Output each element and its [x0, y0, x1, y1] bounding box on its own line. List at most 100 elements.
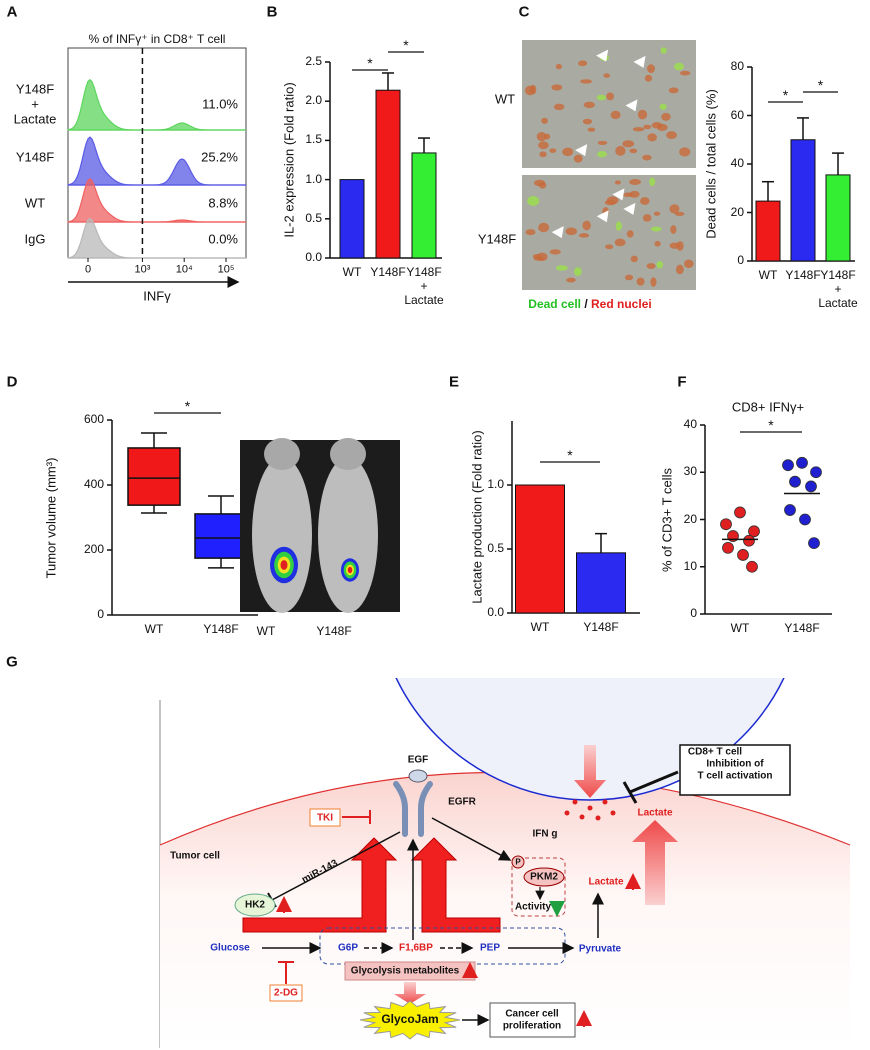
- cell: [578, 60, 588, 67]
- x-tick-label: 10³: [134, 263, 151, 276]
- point: [799, 513, 811, 526]
- cell: [533, 179, 546, 187]
- cell: [679, 70, 691, 76]
- cell: [653, 211, 661, 216]
- chart-title: CD8+ IFNγ+: [731, 399, 805, 415]
- arrow: [632, 820, 678, 905]
- point: [805, 480, 817, 493]
- cell: [538, 141, 549, 150]
- diagram-label: Pyruvate: [578, 943, 622, 955]
- significance-label: *: [184, 397, 191, 414]
- panel-label: D: [6, 373, 18, 391]
- point: [810, 466, 822, 479]
- egf: [408, 769, 428, 783]
- bar: [515, 484, 565, 614]
- cell: [629, 178, 641, 186]
- cell: [555, 63, 562, 70]
- cell: [659, 103, 667, 110]
- y-tick-label: 60: [730, 107, 744, 122]
- tumor-cell: [160, 772, 850, 1048]
- diagram-label: Lactate: [637, 807, 673, 819]
- cell: [669, 204, 680, 214]
- cell: [674, 62, 685, 71]
- phospho: [511, 855, 525, 869]
- cell: [614, 180, 621, 185]
- diagram-label: TKI: [316, 812, 334, 824]
- cell: [527, 196, 540, 206]
- significance-label: *: [782, 86, 789, 103]
- cell: [615, 221, 622, 231]
- cell: [573, 267, 582, 277]
- value-label: 8.8%: [208, 195, 238, 211]
- bar: [411, 152, 437, 259]
- cell: [624, 274, 634, 281]
- significance-label: *: [567, 446, 573, 463]
- cell: [597, 140, 608, 146]
- hk2: [234, 893, 276, 917]
- cell: [646, 263, 656, 270]
- cell: [529, 84, 537, 95]
- egfr: [393, 781, 408, 837]
- inhibit: [622, 781, 638, 804]
- y-tick-label: 20: [730, 204, 744, 219]
- bar: [375, 89, 401, 259]
- diagram-label: EGF: [407, 754, 429, 766]
- cell: [583, 101, 595, 109]
- cell: [538, 222, 550, 233]
- diagram-label: P: [515, 857, 521, 867]
- cell: [656, 260, 664, 269]
- y-tick-label: 1.0: [305, 171, 322, 186]
- starburst: [359, 1000, 461, 1040]
- x-tick-label: WT: [342, 265, 362, 279]
- diagram: [159, 678, 851, 1048]
- y-tick-label: 0.0: [487, 605, 504, 620]
- y-tick-label: 40: [683, 417, 697, 432]
- row-label: WT: [24, 195, 46, 211]
- cell: [637, 109, 648, 120]
- value-label: 25.2%: [201, 149, 238, 165]
- y-tick-label: 20: [683, 511, 697, 526]
- panel-label: C: [518, 3, 530, 21]
- y-tick-label: 2.5: [305, 54, 322, 69]
- x-tick-label: Y148F + Lactate: [818, 268, 858, 310]
- y-tick-label: 600: [83, 412, 104, 427]
- value-label: 11.0%: [202, 96, 238, 112]
- row-label: Y148F: [15, 149, 55, 165]
- cell: [614, 238, 626, 247]
- pointer: [623, 202, 636, 215]
- cell: [606, 196, 619, 205]
- cell: [536, 252, 548, 262]
- cell: [582, 220, 591, 231]
- mouse: [264, 438, 300, 470]
- diagram-label: PKM2: [530, 871, 558, 883]
- x-tick-label: 0: [84, 263, 92, 276]
- point: [734, 506, 746, 519]
- y-tick-label: 2.0: [305, 93, 322, 108]
- cell: [674, 211, 685, 216]
- x-tick-label: WT: [144, 622, 164, 636]
- arrow: [394, 982, 426, 1004]
- diagram-label: HK2: [244, 899, 266, 911]
- cell: [578, 233, 590, 238]
- cell: [553, 103, 565, 111]
- pointer: [596, 210, 609, 223]
- arrow: [410, 837, 501, 933]
- diagram-label: Glucose: [210, 942, 250, 954]
- box: [269, 984, 303, 1002]
- image-label: WT: [256, 624, 276, 639]
- pointer: [625, 99, 638, 112]
- cell: [582, 118, 593, 125]
- y-tick-label: 80: [730, 59, 744, 74]
- x-tick-label: Y148F: [784, 621, 820, 635]
- cell: [603, 73, 611, 78]
- cell: [636, 277, 645, 286]
- pointer: [633, 55, 646, 68]
- cell: [642, 154, 652, 161]
- row-label: IgG: [24, 231, 46, 247]
- pkm2: [523, 867, 565, 887]
- y-axis-label: Tumor volume (mm³): [43, 457, 59, 578]
- mouse: [330, 438, 366, 470]
- cell: [647, 133, 657, 142]
- cell: [556, 265, 568, 271]
